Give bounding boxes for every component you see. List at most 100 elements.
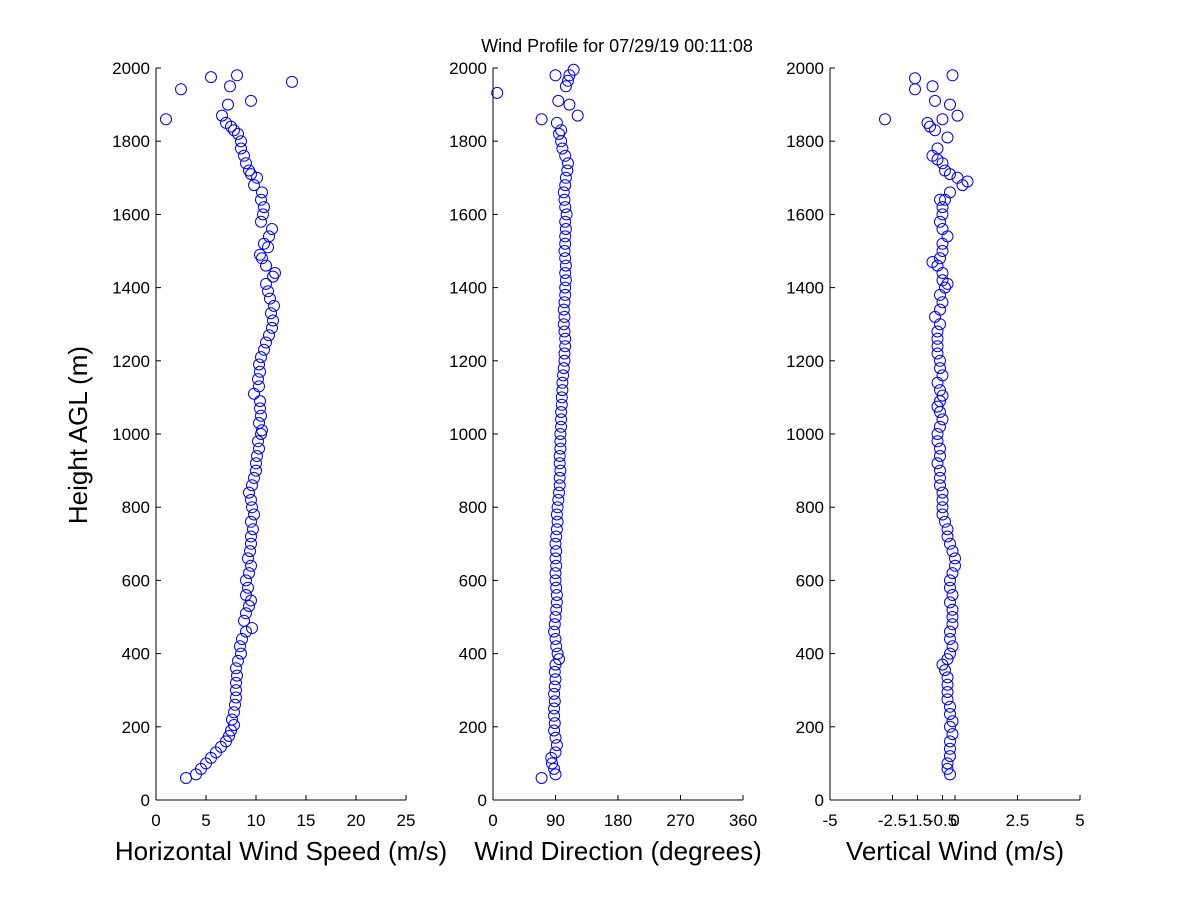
data-point — [944, 647, 956, 660]
data-point — [253, 442, 265, 455]
data-point — [535, 772, 548, 784]
data-point — [235, 647, 247, 660]
data-point — [571, 109, 584, 122]
data-point — [245, 493, 257, 506]
data-point — [554, 464, 567, 477]
data-point — [879, 113, 891, 126]
data-point — [926, 80, 939, 93]
data-point — [559, 259, 572, 272]
data-point — [549, 746, 562, 759]
data-point — [246, 501, 258, 514]
data-point — [550, 508, 563, 521]
data-point — [934, 420, 946, 433]
data-point — [557, 318, 570, 331]
data-point — [548, 702, 561, 715]
data-point — [562, 74, 574, 87]
data-point — [559, 288, 572, 301]
data-point — [554, 442, 567, 455]
data-point — [921, 116, 934, 129]
data-point — [934, 354, 946, 367]
data-point — [228, 706, 240, 719]
data-point — [549, 731, 562, 744]
data-point — [944, 720, 956, 733]
data-point — [944, 574, 956, 587]
y-tick-label: 400 — [796, 645, 824, 664]
data-point — [251, 450, 263, 462]
data-point — [931, 428, 944, 440]
data-point — [243, 600, 255, 612]
data-point — [236, 633, 248, 645]
data-point — [550, 596, 563, 609]
data-point — [246, 479, 258, 492]
y-tick-label: 1000 — [112, 425, 150, 444]
data-point — [244, 545, 256, 558]
data-point — [230, 662, 242, 675]
data-point — [175, 83, 187, 96]
data-point — [254, 395, 266, 408]
data-point — [258, 343, 270, 356]
x-tick-label: -1.5 — [903, 811, 932, 830]
data-point — [558, 193, 571, 206]
data-point — [548, 665, 561, 678]
data-point — [934, 464, 946, 477]
data-point — [944, 742, 956, 755]
data-point — [559, 281, 572, 294]
data-point — [243, 567, 255, 580]
data-point — [234, 640, 246, 653]
data-point — [936, 201, 949, 214]
data-point — [552, 94, 565, 107]
data-point — [269, 267, 281, 279]
data-point — [230, 676, 242, 689]
data-point — [936, 389, 949, 402]
data-point — [555, 406, 568, 418]
data-point — [553, 450, 566, 462]
data-point — [549, 69, 562, 82]
data-point — [931, 332, 944, 345]
data-point — [226, 713, 238, 726]
data-point — [557, 362, 570, 375]
data-point — [242, 581, 254, 594]
data-point — [549, 768, 562, 781]
data-point — [549, 633, 562, 645]
data-point — [240, 157, 252, 170]
data-point — [245, 530, 257, 543]
data-point — [936, 486, 949, 499]
data-point — [559, 237, 572, 250]
x-tick-label: -0.5 — [928, 811, 957, 830]
data-point — [258, 201, 270, 214]
data-point — [551, 647, 564, 660]
data-point — [556, 384, 569, 397]
data-point — [931, 142, 944, 155]
data-point — [553, 486, 565, 499]
data-point — [931, 400, 944, 413]
data-point — [934, 362, 946, 375]
data-point — [934, 471, 946, 484]
data-point — [558, 325, 571, 338]
data-point — [232, 654, 244, 667]
data-points — [160, 69, 298, 784]
data-point — [946, 69, 959, 82]
data-point — [944, 633, 956, 645]
data-point — [556, 376, 569, 389]
data-point — [223, 730, 235, 742]
data-point — [260, 336, 272, 349]
data-point — [255, 351, 267, 364]
data-point — [260, 259, 272, 272]
data-points — [491, 63, 584, 784]
data-point — [936, 245, 949, 257]
data-point — [553, 653, 565, 666]
y-tick-label: 800 — [122, 498, 150, 517]
data-point — [253, 358, 265, 371]
data-point — [951, 109, 964, 122]
y-tick-label: 400 — [459, 645, 487, 664]
data-point — [231, 669, 243, 682]
data-points — [879, 69, 974, 781]
data-point — [559, 332, 572, 345]
data-point — [548, 762, 561, 775]
data-point — [548, 695, 561, 708]
data-point — [548, 717, 561, 730]
data-point — [934, 442, 946, 455]
data-point — [245, 559, 257, 572]
y-tick-label: 1200 — [449, 352, 487, 371]
